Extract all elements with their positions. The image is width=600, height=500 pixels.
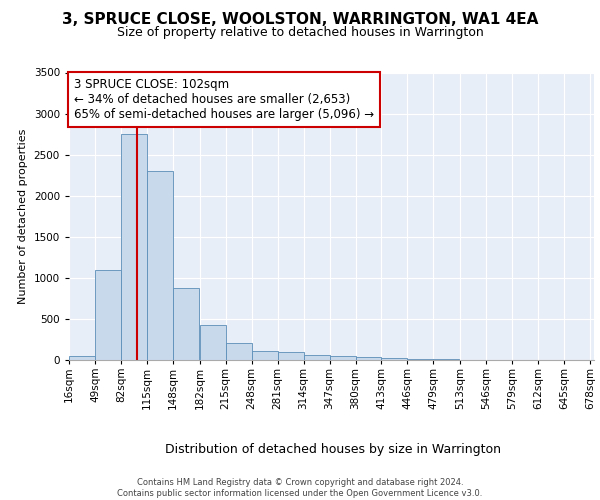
Bar [278,352,304,360]
Bar [173,288,199,360]
Text: Size of property relative to detached houses in Warrington: Size of property relative to detached ho… [116,26,484,39]
Y-axis label: Number of detached properties: Number of detached properties [18,128,28,304]
Bar [382,358,407,360]
Bar [251,352,278,360]
Bar [147,171,173,360]
Text: Contains HM Land Registry data © Crown copyright and database right 2024.
Contai: Contains HM Land Registry data © Crown c… [118,478,482,498]
Bar [356,357,382,360]
Bar [121,134,147,360]
Text: Distribution of detached houses by size in Warrington: Distribution of detached houses by size … [165,442,501,456]
Text: 3 SPRUCE CLOSE: 102sqm
← 34% of detached houses are smaller (2,653)
65% of semi-: 3 SPRUCE CLOSE: 102sqm ← 34% of detached… [74,78,374,121]
Text: 3, SPRUCE CLOSE, WOOLSTON, WARRINGTON, WA1 4EA: 3, SPRUCE CLOSE, WOOLSTON, WARRINGTON, W… [62,12,538,28]
Bar [95,270,121,360]
Bar [200,324,226,360]
Bar [329,356,356,360]
Bar [407,359,433,360]
Bar [69,356,95,360]
Bar [304,354,329,360]
Bar [226,343,251,360]
